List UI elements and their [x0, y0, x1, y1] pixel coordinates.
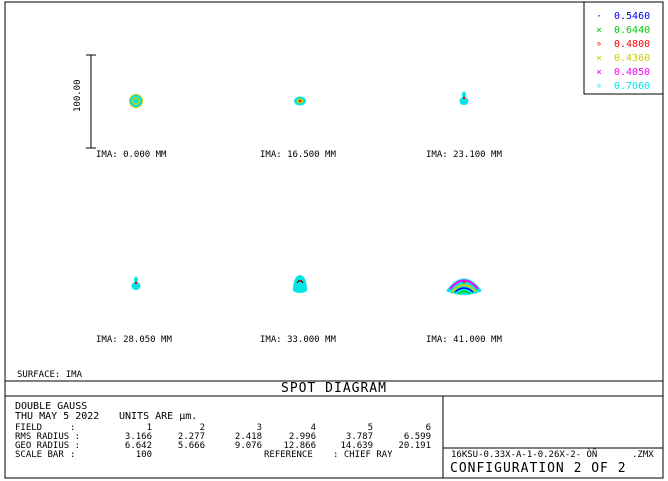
reference-value: : CHIEF RAY	[333, 450, 393, 460]
spot-mark	[454, 287, 474, 293]
spot-mark	[298, 279, 302, 283]
spot-mark	[459, 97, 469, 105]
spot-mark	[446, 278, 482, 295]
field-number: 6	[425, 423, 431, 433]
geo-radius-value: 20.191	[398, 441, 431, 451]
spot-mark	[133, 98, 139, 104]
spot-mark	[451, 284, 477, 293]
legend-symbol: ∘	[595, 39, 603, 50]
field-number: 2	[199, 423, 205, 433]
field-label-3: IMA: 23.100 MM	[426, 150, 502, 160]
spot-mark	[462, 96, 466, 100]
date: THU MAY 5 2022	[15, 411, 100, 422]
rms-row-label: RMS RADIUS :	[15, 432, 81, 442]
field-number: 4	[310, 423, 316, 433]
legend-symbol: ∘	[595, 81, 603, 92]
scale-bar-label: 100.00	[73, 79, 83, 112]
spot-mark	[462, 91, 466, 99]
configuration-label: CONFIGURATION 2 OF 2	[450, 461, 627, 476]
legend-label: 0.5460	[614, 11, 651, 22]
geo-radius-value: 14.639	[340, 441, 373, 451]
geo-row-label: GEO RADIUS :	[15, 441, 81, 451]
geo-radius-value: 6.642	[124, 441, 152, 451]
legend-entry: · 0.5460	[586, 10, 664, 24]
spot-mark	[457, 290, 471, 295]
legend-box	[583, 1, 664, 95]
legend-entry: × 0.4360	[586, 52, 664, 66]
lens-filename: 16KSU-0.33X-A-1-0.26X-2- ÒÑ	[451, 450, 598, 460]
field-label-5: IMA: 33.000 MM	[260, 335, 336, 345]
rms-radius-value: 6.599	[403, 432, 431, 442]
spot-mark	[134, 281, 138, 285]
chart-title: SPOT DIAGRAM	[281, 381, 387, 396]
legend-label: 0.6440	[614, 25, 651, 36]
legend-symbol: ×	[595, 67, 603, 78]
field-label-2: IMA: 16.500 MM	[260, 150, 336, 160]
spot-mark	[449, 279, 479, 290]
field-number: 1	[146, 423, 152, 433]
legend-symbol: ·	[595, 11, 603, 22]
spot-mark	[298, 99, 302, 103]
rms-radius-value: 3.787	[345, 432, 373, 442]
legend-label: 0.4360	[614, 53, 651, 64]
geo-radius-value: 9.076	[234, 441, 262, 451]
rms-radius-value: 2.277	[177, 432, 205, 442]
reference-label: REFERENCE	[264, 450, 313, 460]
rms-radius-value: 2.996	[288, 432, 316, 442]
spot-mark	[131, 282, 141, 290]
legend-symbol: ×	[595, 53, 603, 64]
rms-radius-value: 2.418	[234, 432, 262, 442]
rms-radius-value: 3.166	[124, 432, 152, 442]
legend-entry: ∘ 0.7060	[586, 80, 664, 94]
legend-label: 0.4050	[614, 67, 651, 78]
field-number: 5	[367, 423, 373, 433]
field-label-1: IMA: 0.000 MM	[96, 150, 167, 160]
scale-row-label: SCALE BAR	[15, 450, 64, 460]
outer-border	[4, 1, 664, 479]
lens-file-extension: .ZMX	[632, 450, 654, 460]
legend-symbol: ×	[595, 25, 603, 36]
surface-label: SURFACE: IMA	[17, 370, 83, 380]
scale-bar	[86, 54, 96, 149]
spot-mark	[134, 276, 138, 284]
legend-label: 0.4800	[614, 39, 651, 50]
field-row-label: FIELD	[15, 423, 43, 433]
units: UNITS ARE µm.	[119, 411, 198, 422]
scale-row-colon: :	[70, 450, 76, 460]
field-label-4: IMA: 28.050 MM	[96, 335, 172, 345]
legend-entry: × 0.6440	[586, 24, 664, 38]
spot-marks	[129, 91, 482, 295]
legend-label: 0.7060	[614, 81, 651, 92]
scale-bar-value: 100	[135, 450, 152, 460]
field-number: 3	[256, 423, 262, 433]
spot-mark	[462, 280, 466, 284]
geo-radius-value: 12.866	[283, 441, 316, 451]
field-row-colon: :	[70, 423, 76, 433]
geo-radius-value: 5.666	[177, 441, 205, 451]
field-label-6: IMA: 41.000 MM	[426, 335, 502, 345]
legend-entry: × 0.4050	[586, 66, 664, 80]
spot-mark	[293, 275, 307, 293]
lens-name: DOUBLE GAUSS	[15, 401, 88, 412]
legend-entry: ∘ 0.4800	[586, 38, 664, 52]
